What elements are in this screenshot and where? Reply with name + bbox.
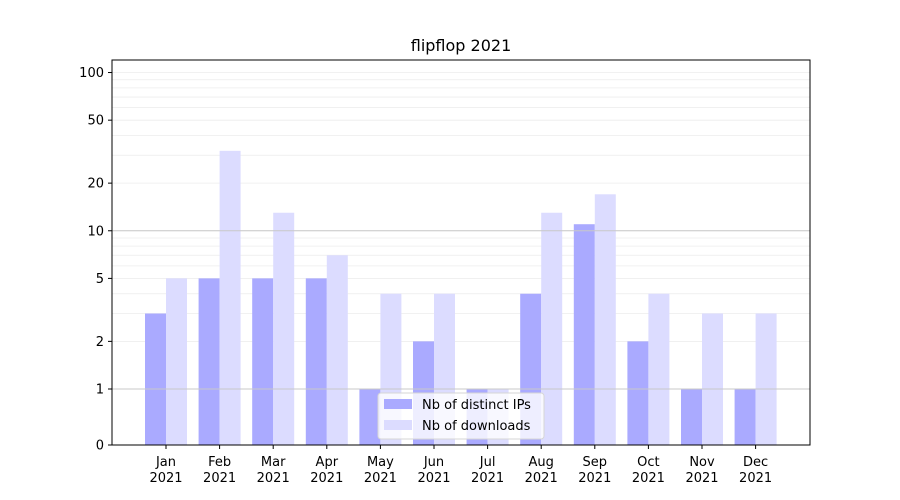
legend-swatch [384, 420, 412, 430]
x-tick-label-year: 2021 [203, 471, 236, 486]
x-tick-label-month: Nov [689, 455, 715, 470]
bar-downloads [326, 255, 348, 445]
y-tick-label: 5 [96, 272, 104, 287]
bar-downloads [594, 194, 616, 445]
y-tick-label: 100 [79, 66, 104, 81]
x-tick-label-year: 2021 [310, 471, 343, 486]
x-tick-label-year: 2021 [364, 471, 397, 486]
bar-downloads [219, 150, 241, 446]
x-tick-label-month: May [367, 455, 394, 470]
bar-downloads [755, 313, 777, 445]
x-tick-label-month: Oct [637, 455, 659, 470]
x-tick-label-year: 2021 [471, 471, 504, 486]
x-tick-label-month: Mar [261, 455, 286, 470]
legend-box [377, 392, 545, 440]
bar-downloads [166, 278, 187, 445]
bar-distinct-ips [573, 224, 595, 445]
x-tick-label-month: Sep [583, 455, 608, 470]
x-tick-label-month: Aug [529, 455, 554, 470]
bar-distinct-ips [359, 389, 381, 445]
x-tick-label-year: 2021 [632, 471, 665, 486]
x-tick-label-month: Jul [479, 455, 496, 470]
bar-distinct-ips [252, 278, 274, 445]
x-tick-label-year: 2021 [685, 471, 718, 486]
y-tick-label: 10 [87, 224, 104, 239]
y-axis: 0 1 2 5 10 20 50 100 [79, 66, 112, 454]
y-tick-label: 50 [87, 114, 104, 129]
x-tick-label-year: 2021 [417, 471, 450, 486]
y-tick-label: 0 [96, 439, 104, 454]
x-tick-label-month: Feb [208, 455, 231, 470]
bar-downloads [702, 313, 723, 445]
legend-label: Nb of downloads [422, 419, 531, 434]
x-tick-label-year: 2021 [578, 471, 611, 486]
x-tick-label-year: 2021 [739, 471, 772, 486]
x-tick-label-month: Dec [743, 455, 768, 470]
bar-distinct-ips [305, 278, 327, 445]
x-tick-label-month: Jun [423, 455, 444, 470]
bar-distinct-ips [198, 278, 220, 445]
legend: Nb of distinct IPs Nb of downloads [377, 392, 545, 440]
bar-distinct-ips [145, 313, 166, 445]
x-tick-label-year: 2021 [525, 471, 558, 486]
x-tick-label-year: 2021 [257, 471, 290, 486]
legend-swatch [384, 399, 412, 409]
bar-distinct-ips [627, 341, 649, 445]
bar-downloads [648, 293, 670, 445]
bar-distinct-ips [681, 389, 702, 445]
y-tick-label: 1 [96, 383, 104, 398]
bar-downloads [541, 212, 563, 445]
x-tick-label-month: Apr [316, 455, 339, 470]
reference-lines [112, 230, 810, 390]
y-tick-label: 20 [87, 177, 104, 192]
legend-label: Nb of distinct IPs [422, 398, 531, 413]
bar-downloads [273, 212, 295, 445]
x-tick-label-month: Jan [155, 455, 176, 470]
x-axis: Jan2021Feb2021Mar2021Apr2021May2021Jun20… [149, 445, 772, 486]
bar-distinct-ips [734, 389, 756, 445]
y-tick-label: 2 [96, 335, 104, 350]
plot-area-frame [111, 59, 811, 446]
x-tick-label-year: 2021 [149, 471, 182, 486]
chart-title: flipflop 2021 [411, 36, 512, 55]
